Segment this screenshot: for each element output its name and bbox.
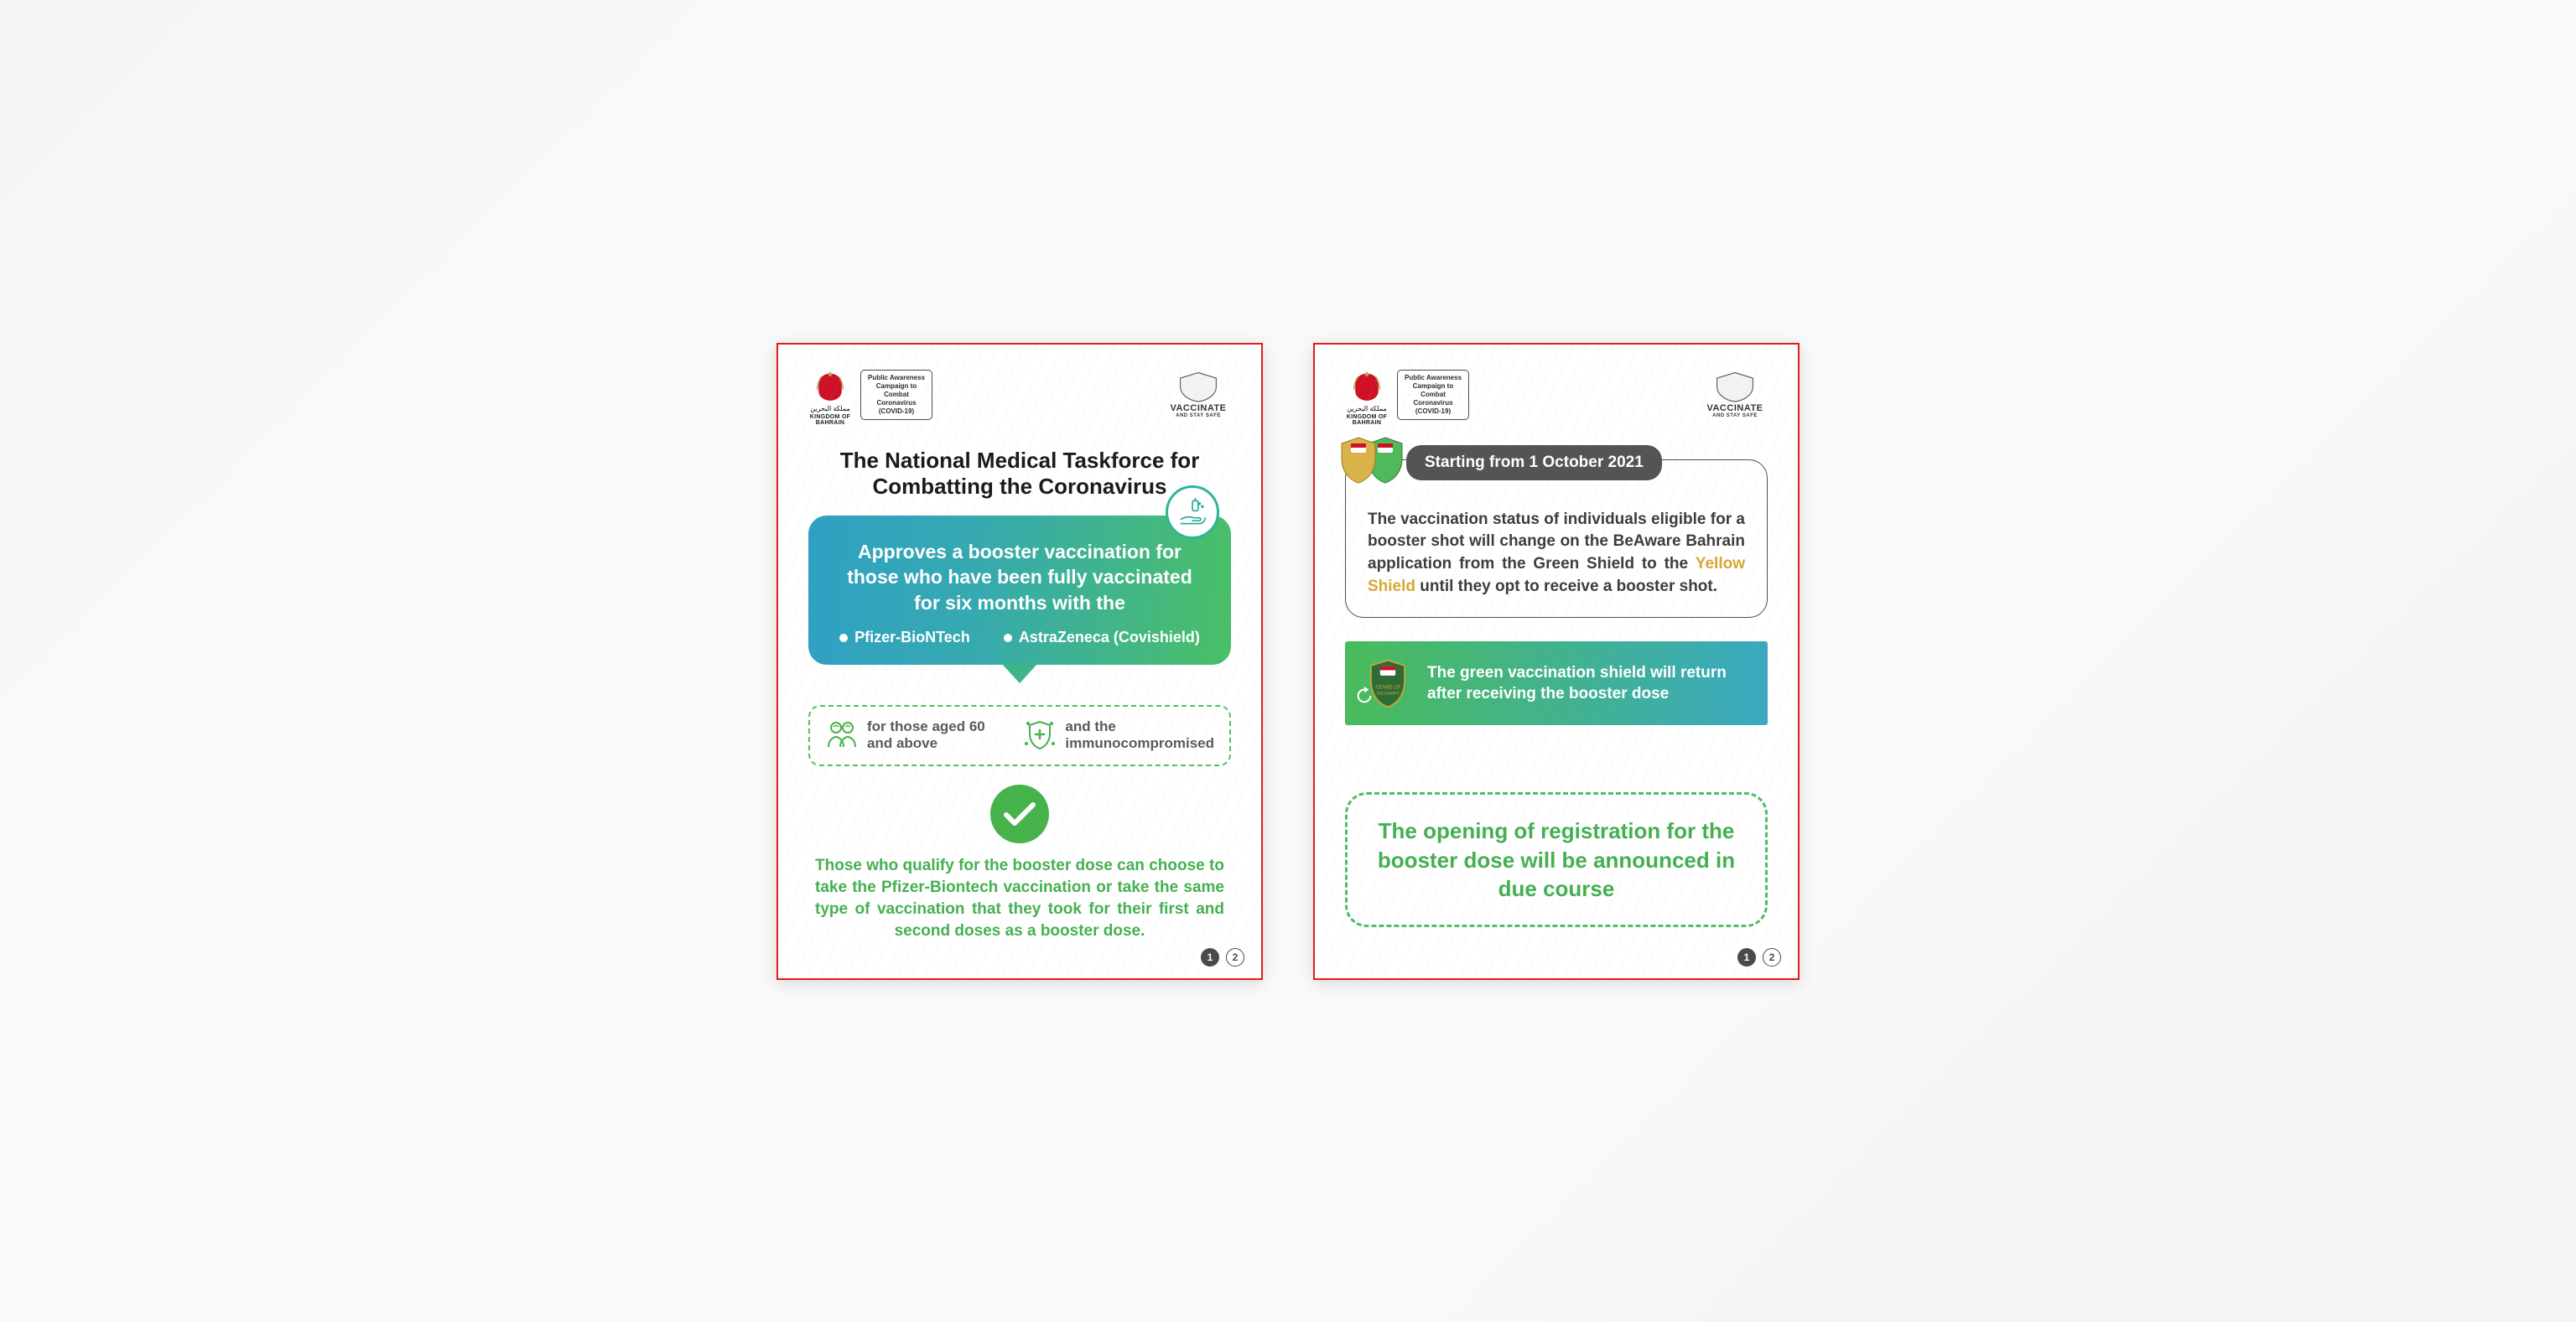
vaccine-pfizer: Pfizer-BioNTech bbox=[839, 629, 970, 646]
page-title: The National Medical Taskforce for Comba… bbox=[808, 448, 1231, 500]
header-left: مملكة البحرين KINGDOM OF BAHRAIN Public … bbox=[1345, 370, 1469, 426]
yellow-shield-icon bbox=[1337, 435, 1379, 485]
emblem-english: KINGDOM OF BAHRAIN bbox=[808, 414, 852, 426]
svg-text:Vaccinated: Vaccinated bbox=[1377, 692, 1400, 697]
green-bar-icon: COVID-19 Vaccinated bbox=[1363, 656, 1412, 710]
bullet-icon bbox=[1004, 634, 1012, 642]
campaign-box: Public Awareness Campaign to Combat Coro… bbox=[1397, 370, 1469, 420]
green-bar: COVID-19 Vaccinated The green vaccinatio… bbox=[1345, 641, 1768, 725]
svg-text:COVID-19: COVID-19 bbox=[1375, 685, 1400, 691]
shield-pair-icon bbox=[1337, 435, 1406, 485]
bubble-main-text: Approves a booster vaccination for those… bbox=[834, 539, 1206, 615]
vaccinate-badge: VACCINATE AND STAY SAFE bbox=[1702, 370, 1768, 418]
vaccinate-line2: AND STAY SAFE bbox=[1712, 413, 1758, 418]
qualify-text: Those who qualify for the booster dose c… bbox=[808, 855, 1231, 943]
coat-of-arms-icon bbox=[811, 370, 849, 403]
page-dot-2: 2 bbox=[1763, 948, 1781, 967]
date-card: Starting from 1 October 2021 The vaccina… bbox=[1345, 459, 1768, 619]
approval-bubble: Approves a booster vaccination for those… bbox=[808, 516, 1231, 665]
elig-immuno: and the immunocompromised bbox=[1023, 718, 1214, 753]
vaccinate-badge: VACCINATE AND STAY SAFE bbox=[1166, 370, 1231, 418]
date-body-post: until they opt to receive a booster shot… bbox=[1415, 578, 1717, 595]
pager: 1 2 bbox=[1201, 948, 1244, 967]
emblem-arabic: مملكة البحرين bbox=[810, 405, 849, 412]
elig-age: for those aged 60 and above bbox=[825, 718, 1003, 753]
header-row: مملكة البحرين KINGDOM OF BAHRAIN Public … bbox=[1345, 370, 1768, 426]
page-dot-1: 1 bbox=[1201, 948, 1219, 967]
vaccinate-line2: AND STAY SAFE bbox=[1176, 413, 1221, 418]
immuno-shield-icon bbox=[1023, 718, 1057, 752]
vaccinate-line1: VACCINATE bbox=[1706, 403, 1763, 413]
page-2: مملكة البحرين KINGDOM OF BAHRAIN Public … bbox=[1313, 343, 1800, 980]
emblem-arabic: مملكة البحرين bbox=[1347, 405, 1386, 412]
page-dot-2: 2 bbox=[1226, 948, 1244, 967]
date-pill: Starting from 1 October 2021 bbox=[1406, 445, 1662, 481]
green-bar-text: The green vaccination shield will return… bbox=[1427, 662, 1749, 705]
emblem-english: KINGDOM OF BAHRAIN bbox=[1345, 414, 1389, 426]
elig-age-text: for those aged 60 and above bbox=[867, 718, 1003, 753]
bubble-wrap: Approves a booster vaccination for those… bbox=[808, 516, 1231, 665]
date-body-pre: The vaccination status of individuals el… bbox=[1368, 511, 1745, 573]
vaccinate-shield-icon bbox=[1171, 370, 1226, 403]
check-icon bbox=[1003, 801, 1036, 827]
bahrain-emblem: مملكة البحرين KINGDOM OF BAHRAIN bbox=[808, 370, 852, 426]
vaccine-row: Pfizer-BioNTech AstraZeneca (Covishield) bbox=[834, 629, 1206, 646]
vaccine-astrazeneca: AstraZeneca (Covishield) bbox=[1004, 629, 1200, 646]
pager: 1 2 bbox=[1737, 948, 1781, 967]
pages-container: مملكة البحرين KINGDOM OF BAHRAIN Public … bbox=[776, 343, 1800, 980]
vaccinate-line1: VACCINATE bbox=[1170, 403, 1226, 413]
elig-immuno-text: and the immunocompromised bbox=[1065, 718, 1214, 753]
page-dot-1: 1 bbox=[1737, 948, 1756, 967]
bahrain-emblem: مملكة البحرين KINGDOM OF BAHRAIN bbox=[1345, 370, 1389, 426]
announce-box: The opening of registration for the boos… bbox=[1345, 792, 1768, 927]
elderly-icon bbox=[825, 718, 859, 752]
header-left: مملكة البحرين KINGDOM OF BAHRAIN Public … bbox=[808, 370, 932, 426]
eligibility-box: for those aged 60 and above and the immu… bbox=[808, 705, 1231, 766]
campaign-box: Public Awareness Campaign to Combat Coro… bbox=[860, 370, 932, 420]
refresh-arrow-icon bbox=[1355, 687, 1374, 705]
header-row: مملكة البحرين KINGDOM OF BAHRAIN Public … bbox=[808, 370, 1231, 426]
page-1: مملكة البحرين KINGDOM OF BAHRAIN Public … bbox=[776, 343, 1263, 980]
checkmark-badge bbox=[990, 785, 1049, 843]
vaccine-hand-icon bbox=[1166, 485, 1219, 539]
vaccinate-shield-icon bbox=[1707, 370, 1763, 403]
coat-of-arms-icon bbox=[1348, 370, 1386, 403]
bullet-icon bbox=[839, 634, 848, 642]
